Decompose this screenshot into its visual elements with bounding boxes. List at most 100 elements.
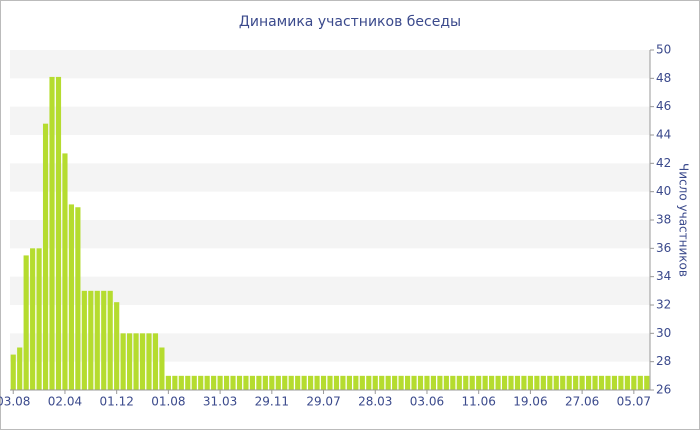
- bar: [249, 375, 256, 390]
- bar: [178, 375, 184, 390]
- chart-title: Динамика участников беседы: [239, 14, 461, 30]
- bar: [508, 375, 514, 390]
- y-tick-label: 34: [656, 269, 671, 283]
- y-axis-label: Число участников: [677, 163, 691, 277]
- bar: [482, 375, 488, 390]
- y-tick-label: 46: [656, 99, 671, 113]
- bar: [521, 375, 527, 390]
- bar: [469, 375, 475, 390]
- bar: [191, 375, 197, 390]
- x-tick-label: 02.04: [48, 395, 82, 409]
- bar: [443, 375, 449, 390]
- bar: [146, 333, 152, 390]
- bar: [644, 375, 650, 390]
- bar: [430, 375, 437, 390]
- x-tick-label: 28.03: [358, 395, 392, 409]
- bar: [301, 375, 307, 390]
- bar: [262, 375, 268, 390]
- x-tick-label: 29.07: [306, 395, 340, 409]
- bar: [75, 207, 81, 390]
- bar: [42, 123, 49, 391]
- bar: [534, 375, 540, 390]
- x-tick-label: 11.06: [462, 395, 496, 409]
- grid-band: [10, 50, 650, 79]
- bar: [133, 333, 139, 390]
- y-tick-label: 28: [656, 354, 671, 368]
- x-tick-label: 01.08: [151, 395, 185, 409]
- bar: [611, 375, 618, 390]
- y-tick-label: 26: [656, 383, 671, 397]
- bar: [586, 375, 592, 390]
- bar: [55, 76, 62, 391]
- bar: [204, 375, 210, 390]
- bar: [120, 333, 126, 390]
- bar: [327, 375, 333, 390]
- bar: [385, 375, 391, 390]
- y-tick-label: 38: [656, 213, 671, 227]
- bar: [540, 375, 546, 390]
- grid-band: [10, 163, 650, 192]
- bar: [514, 375, 521, 390]
- x-tick-label: 05.07: [617, 395, 651, 409]
- bar: [30, 248, 36, 390]
- bar: [624, 375, 630, 390]
- bar: [217, 375, 223, 390]
- grid-band: [10, 106, 650, 135]
- bar: [379, 375, 385, 390]
- x-tick-label: 31.03: [203, 395, 237, 409]
- bar: [631, 375, 637, 390]
- bar: [340, 375, 346, 390]
- bar: [359, 375, 365, 390]
- bar: [243, 375, 249, 390]
- bar: [553, 375, 559, 390]
- y-tick-label: 36: [656, 241, 671, 255]
- y-tick-label: 42: [656, 156, 671, 170]
- bar: [353, 375, 359, 390]
- grid-band: [10, 220, 650, 249]
- y-tick-label: 30: [656, 326, 671, 340]
- bar: [527, 375, 533, 390]
- bar: [476, 375, 482, 390]
- bar: [172, 375, 178, 390]
- bar: [185, 375, 191, 390]
- bar: [152, 333, 159, 390]
- bar: [392, 375, 398, 390]
- bar: [573, 375, 579, 390]
- bar: [230, 375, 236, 390]
- bar: [62, 153, 68, 390]
- bar: [372, 375, 378, 390]
- bar: [560, 375, 566, 390]
- bar: [366, 375, 372, 390]
- bar: [127, 333, 133, 390]
- bar: [165, 375, 171, 390]
- bar: [256, 375, 262, 390]
- bar: [10, 354, 16, 390]
- bar: [579, 375, 585, 390]
- bar: [463, 375, 469, 390]
- bar: [236, 375, 243, 390]
- y-tick-label: 32: [656, 298, 671, 312]
- bar: [88, 290, 94, 390]
- x-tick-label: 03.06: [410, 395, 444, 409]
- bar: [314, 375, 320, 390]
- bar: [275, 375, 281, 390]
- bar: [107, 290, 113, 390]
- bar: [398, 375, 404, 390]
- x-tick-label: 01.12: [99, 395, 133, 409]
- bar: [139, 333, 146, 390]
- bar: [308, 375, 314, 390]
- bar: [23, 255, 29, 390]
- bar: [288, 375, 294, 390]
- bar: [282, 375, 288, 390]
- bar: [618, 375, 624, 390]
- y-tick-label: 40: [656, 184, 671, 198]
- x-tick-label: 27.06: [565, 395, 599, 409]
- bar: [605, 375, 611, 390]
- bar: [456, 375, 462, 390]
- x-tick-label: 19.06: [513, 395, 547, 409]
- x-tick-label: 03.08: [0, 395, 30, 409]
- bar: [404, 375, 411, 390]
- bar: [495, 375, 501, 390]
